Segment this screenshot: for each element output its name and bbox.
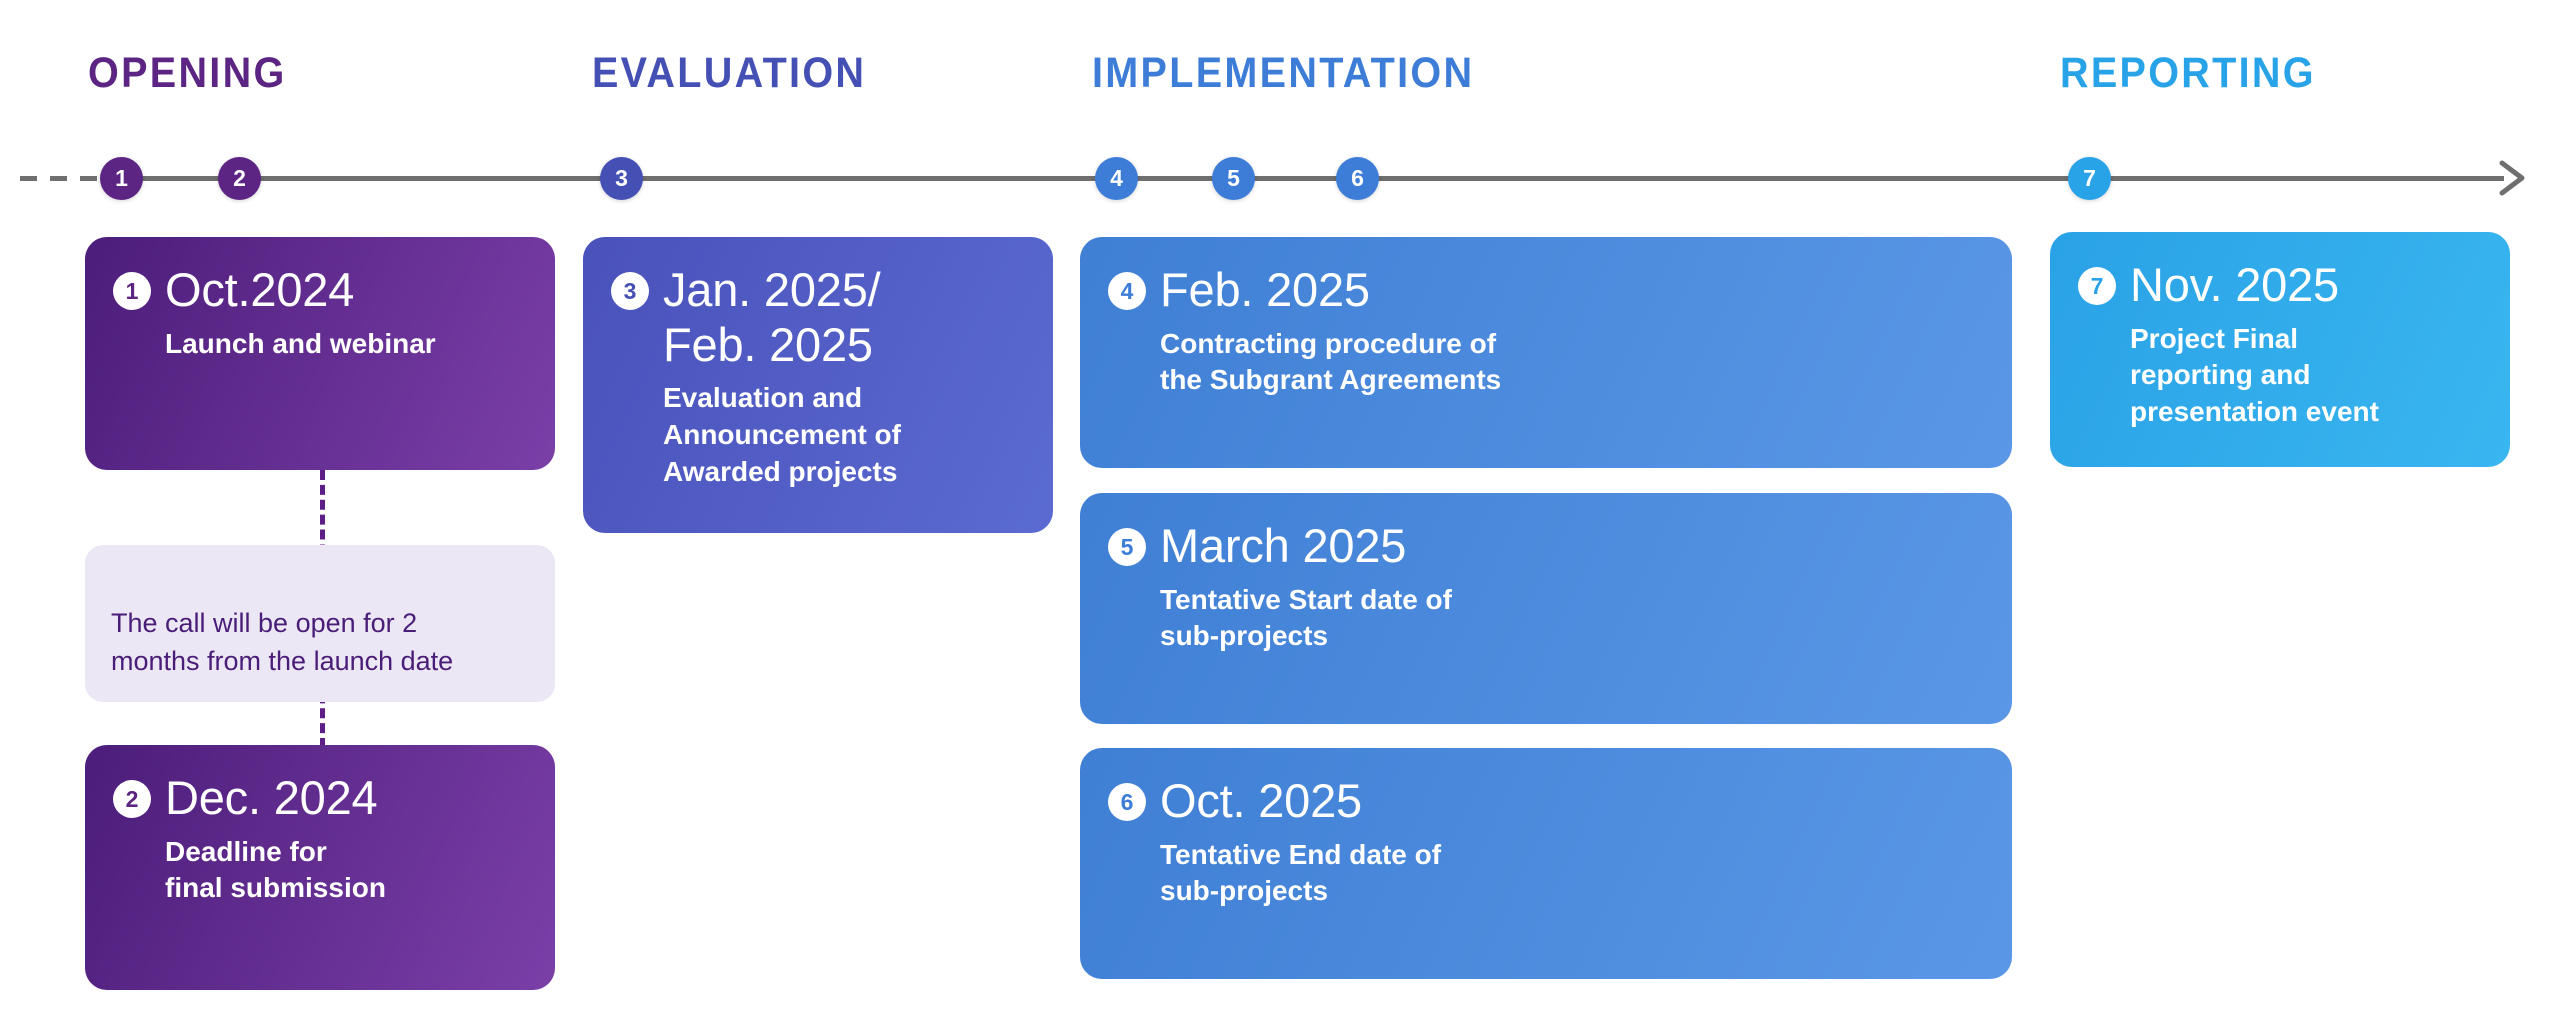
milestone-date: Oct. 2025 <box>1160 774 1362 827</box>
phase-header-evaluation-label: EVALUATION <box>592 49 867 97</box>
phase-header-opening-label: OPENING <box>88 49 287 97</box>
milestone-card-6[interactable]: 6 Oct. 2025 Tentative End date of sub-proj… <box>1080 748 2012 979</box>
milestone-number-badge: 7 <box>2078 267 2116 305</box>
milestone-date: Oct.2024 <box>165 263 355 316</box>
milestone-card-5[interactable]: 5 March 2025 Tentative Start date of sub-p… <box>1080 493 2012 724</box>
milestone-card-1[interactable]: 1 Oct.2024 Launch and webinar <box>85 237 555 470</box>
phase-header-implementation-label: IMPLEMENTATION <box>1092 49 1475 97</box>
timeline-node-2[interactable]: 2 <box>218 157 261 200</box>
timeline-node-label: 6 <box>1351 165 1364 191</box>
milestone-description: Launch and webinar <box>165 327 436 359</box>
note-callout: The call will be open for 2 months from … <box>85 545 555 703</box>
milestone-date: March 2025 <box>1160 519 1407 572</box>
milestone-number-badge: 4 <box>1108 272 1146 310</box>
timeline-node-6[interactable]: 6 <box>1336 157 1379 200</box>
timeline-node-label: 1 <box>115 165 128 191</box>
note-callout-text: The call will be open for 2 months from … <box>111 607 454 676</box>
timeline-node-4[interactable]: 4 <box>1095 157 1138 200</box>
milestone-card-7[interactable]: 7 Nov. 2025 Project Final reporting and pr… <box>2050 232 2510 467</box>
timeline-node-label: 3 <box>615 165 628 191</box>
milestone-card-header: 6 Oct. 2025 <box>1108 774 1982 829</box>
milestone-card-header: 5 March 2025 <box>1108 519 1982 574</box>
timeline-node-label: 2 <box>233 165 246 191</box>
timeline-arrow-icon <box>2490 155 2536 201</box>
milestone-number-badge: 2 <box>113 780 151 818</box>
milestone-number-badge: 5 <box>1108 528 1146 566</box>
phase-header-reporting-label: REPORTING <box>2060 49 2316 97</box>
phase-header-implementation: IMPLEMENTATION <box>1092 52 1474 95</box>
phase-header-opening: OPENING <box>88 52 287 95</box>
milestone-description: Project Final reporting and presentation… <box>2130 322 2379 428</box>
timeline-node-3[interactable]: 3 <box>600 157 643 200</box>
milestone-card-header: 1 Oct.2024 <box>113 263 525 318</box>
timeline-dashed-segment-icon <box>20 176 120 181</box>
milestone-card-header: 3 Jan. 2025/ Feb. 2025 <box>611 263 1023 372</box>
milestone-number-badge: 3 <box>611 272 649 310</box>
timeline-node-label: 5 <box>1227 165 1240 191</box>
milestone-date: Jan. 2025/ Feb. 2025 <box>663 263 881 371</box>
milestone-card-header: 2 Dec. 2024 <box>113 771 525 826</box>
milestone-description: Tentative Start date of sub-projects <box>1160 583 1452 652</box>
milestone-card-header: 7 Nov. 2025 <box>2078 258 2480 313</box>
milestone-description: Evaluation and Announcement of Awarded p… <box>663 382 901 487</box>
timeline-axis-line <box>118 176 2504 181</box>
milestone-date: Dec. 2024 <box>165 771 378 824</box>
milestone-card-header: 4 Feb. 2025 <box>1108 263 1982 318</box>
milestone-card-2[interactable]: 2 Dec. 2024 Deadline for final submission <box>85 745 555 990</box>
timeline-node-1[interactable]: 1 <box>100 157 143 200</box>
timeline-node-5[interactable]: 5 <box>1212 157 1255 200</box>
phase-header-evaluation: EVALUATION <box>592 52 866 95</box>
milestone-date: Nov. 2025 <box>2130 258 2339 311</box>
timeline-node-label: 4 <box>1110 165 1123 191</box>
milestone-card-3[interactable]: 3 Jan. 2025/ Feb. 2025 Evaluation and Anno… <box>583 237 1053 533</box>
milestone-date: Feb. 2025 <box>1160 263 1370 316</box>
milestone-number-badge: 1 <box>113 272 151 310</box>
milestone-description: Deadline for final submission <box>165 835 386 904</box>
timeline-node-7[interactable]: 7 <box>2068 157 2111 200</box>
milestone-card-4[interactable]: 4 Feb. 2025 Contracting procedure of the S… <box>1080 237 2012 468</box>
milestone-number-badge: 6 <box>1108 783 1146 821</box>
timeline-node-label: 7 <box>2083 165 2096 191</box>
milestone-description: Contracting procedure of the Subgrant Ag… <box>1160 327 1502 396</box>
phase-header-reporting: REPORTING <box>2060 52 2316 95</box>
milestone-description: Tentative End date of sub-projects <box>1160 838 1442 907</box>
